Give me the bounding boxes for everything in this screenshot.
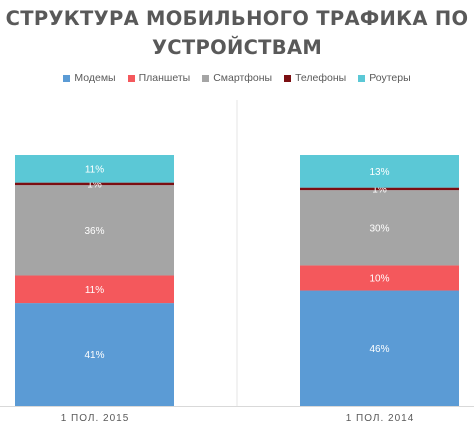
bar-segment xyxy=(300,265,459,291)
bar-segment xyxy=(15,182,174,186)
legend-item: Модемы xyxy=(63,72,116,84)
legend-swatch xyxy=(358,74,366,82)
data-label: 11% xyxy=(85,285,104,296)
bar-segment xyxy=(300,155,459,188)
legend-swatch xyxy=(284,74,292,82)
bar-segment xyxy=(15,303,174,406)
legend-item: Роутеры xyxy=(358,72,411,84)
category-label: 1 ПОЛ. 2015 xyxy=(61,413,130,424)
legend-swatch xyxy=(63,74,71,82)
bar-segment xyxy=(15,185,174,276)
legend-label: Планшеты xyxy=(138,72,191,84)
bar-segment xyxy=(15,155,174,183)
legend-swatch xyxy=(202,74,210,82)
legend: Модемы Планшеты Смартфоны Телефоны Роутеры xyxy=(0,72,474,84)
legend-label: Модемы xyxy=(74,72,116,84)
data-label: 41% xyxy=(84,350,104,361)
legend-label: Роутеры xyxy=(369,72,411,84)
chart-title: СТРУКТУРА МОБИЛЬНОГО ТРАФИКА ПО УСТРОЙСТ… xyxy=(5,7,469,59)
data-label: 13% xyxy=(369,167,389,178)
data-label: 1% xyxy=(372,184,387,195)
bar-segment xyxy=(15,275,174,304)
bar-segment xyxy=(300,190,459,266)
data-label: 10% xyxy=(369,273,389,284)
legend-item: Телефоны xyxy=(284,72,346,84)
data-label: 36% xyxy=(84,226,104,237)
data-label: 1% xyxy=(87,179,102,190)
category-label: 1 ПОЛ. 2014 xyxy=(346,413,415,424)
legend-swatch xyxy=(127,74,135,82)
legend-label: Смартфоны xyxy=(213,72,273,84)
bar-segment xyxy=(300,187,459,191)
legend-item: Смартфоны xyxy=(202,72,272,84)
bar-segment xyxy=(300,290,459,406)
data-label: 46% xyxy=(369,344,389,355)
data-label: 30% xyxy=(369,223,389,234)
legend-item: Планшеты xyxy=(127,72,191,84)
data-label: 11% xyxy=(85,164,104,175)
legend-label: Телефоны xyxy=(295,72,347,84)
